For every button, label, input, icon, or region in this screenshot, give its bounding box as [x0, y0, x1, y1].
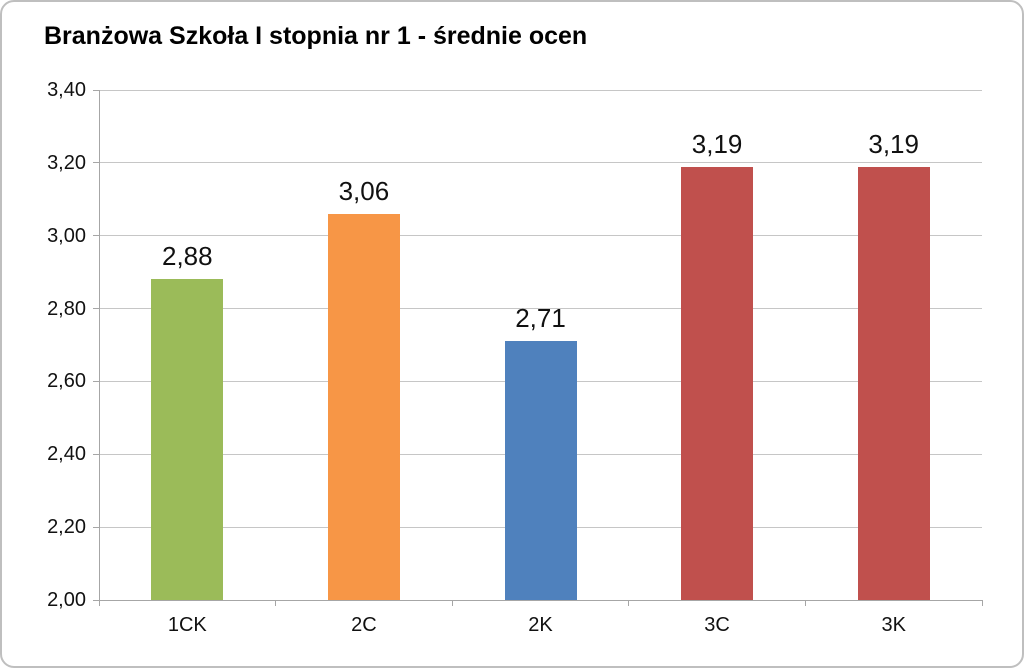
x-axis-tick [981, 600, 983, 606]
x-axis-category-label: 3K [881, 614, 906, 636]
bar-value-label: 3,19 [691, 128, 743, 159]
y-axis-tick-label: 3,20 [47, 151, 86, 174]
x-axis-tick [628, 600, 630, 606]
y-axis-tick-label: 2,80 [47, 297, 86, 320]
x-axis-category-label: 1CK [167, 614, 207, 636]
x-axis-tick [804, 600, 806, 606]
y-axis-tick [93, 308, 99, 310]
y-axis-tick-label: 2,20 [47, 516, 86, 539]
bar-1CK [151, 279, 224, 600]
y-axis-tick [93, 380, 99, 382]
x-axis-line [99, 599, 982, 601]
x-axis-tick [275, 600, 277, 606]
y-axis-line [98, 90, 100, 600]
y-axis-tick [93, 162, 99, 164]
y-axis-tick-label: 3,00 [47, 224, 86, 247]
x-axis-category-label: 2K [528, 614, 553, 636]
bar-3K [857, 166, 930, 600]
gridline [99, 162, 982, 164]
x-axis-tick [98, 600, 100, 606]
y-axis-tick [93, 89, 99, 91]
bar-value-label: 2,88 [161, 241, 213, 272]
bar-value-label: 3,06 [338, 175, 390, 206]
y-axis-tick-label: 2,60 [47, 370, 86, 393]
y-axis-tick [93, 453, 99, 455]
y-axis-tick [93, 526, 99, 528]
gridline [99, 89, 982, 91]
gridline [99, 308, 982, 310]
x-axis-tick [451, 600, 453, 606]
y-axis-tick-label: 3,40 [47, 79, 86, 101]
x-axis-category-label: 3C [704, 614, 730, 636]
y-axis-tick-label: 2,00 [47, 589, 86, 611]
bar-2K [504, 341, 577, 600]
bar-value-label: 2,71 [515, 303, 566, 334]
bar-3C [681, 166, 754, 600]
gridline [99, 235, 982, 237]
y-axis-tick [93, 599, 99, 601]
y-axis-tick [93, 235, 99, 237]
bar-2C [327, 213, 400, 600]
x-axis-category-label: 2C [351, 614, 377, 636]
y-axis-tick-label: 2,40 [47, 443, 86, 466]
bar-value-label: 3,19 [868, 128, 919, 159]
chart-title: Branżowa Szkoła I stopnia nr 1 - średnie… [44, 22, 588, 50]
